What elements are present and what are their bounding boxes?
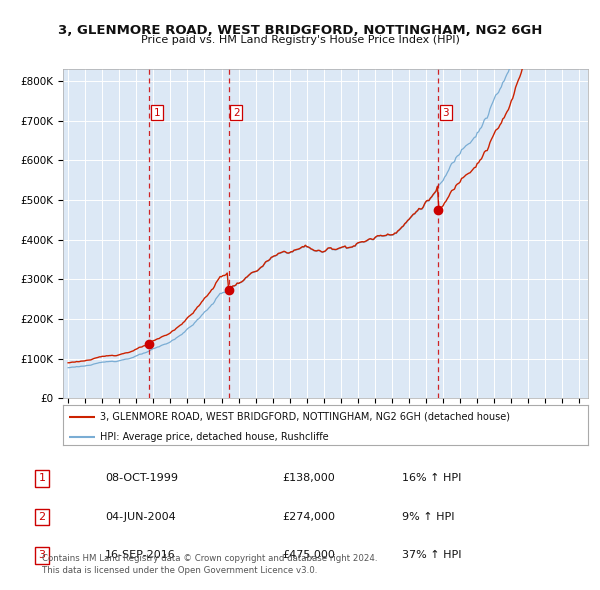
Text: 2: 2	[38, 512, 46, 522]
Text: Price paid vs. HM Land Registry's House Price Index (HPI): Price paid vs. HM Land Registry's House …	[140, 35, 460, 45]
Text: 37% ↑ HPI: 37% ↑ HPI	[402, 550, 461, 560]
Text: 3, GLENMORE ROAD, WEST BRIDGFORD, NOTTINGHAM, NG2 6GH (detached house): 3, GLENMORE ROAD, WEST BRIDGFORD, NOTTIN…	[100, 412, 510, 422]
Text: £475,000: £475,000	[282, 550, 335, 560]
Text: 3: 3	[38, 550, 46, 560]
Text: 1: 1	[38, 474, 46, 483]
Text: 16-SEP-2016: 16-SEP-2016	[105, 550, 176, 560]
Text: 3: 3	[442, 107, 449, 117]
Text: £138,000: £138,000	[282, 474, 335, 483]
Text: 04-JUN-2004: 04-JUN-2004	[105, 512, 176, 522]
Text: 1: 1	[154, 107, 160, 117]
Text: £274,000: £274,000	[282, 512, 335, 522]
Text: 2: 2	[233, 107, 239, 117]
Text: 16% ↑ HPI: 16% ↑ HPI	[402, 474, 461, 483]
Text: HPI: Average price, detached house, Rushcliffe: HPI: Average price, detached house, Rush…	[100, 432, 328, 442]
Text: Contains HM Land Registry data © Crown copyright and database right 2024.
This d: Contains HM Land Registry data © Crown c…	[42, 555, 377, 575]
Text: 3, GLENMORE ROAD, WEST BRIDGFORD, NOTTINGHAM, NG2 6GH: 3, GLENMORE ROAD, WEST BRIDGFORD, NOTTIN…	[58, 24, 542, 37]
Text: 9% ↑ HPI: 9% ↑ HPI	[402, 512, 455, 522]
Text: 08-OCT-1999: 08-OCT-1999	[105, 474, 178, 483]
